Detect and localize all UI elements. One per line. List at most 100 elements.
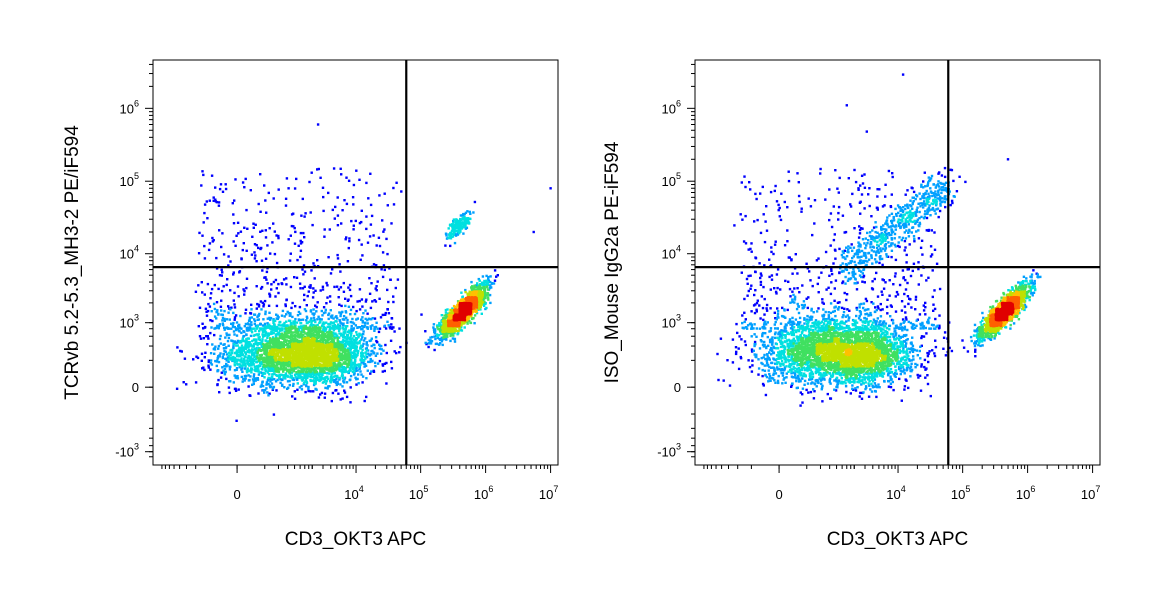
- event-dot: [246, 367, 249, 370]
- event-dot: [321, 381, 325, 384]
- event-dot: [476, 282, 479, 285]
- event-dot: [342, 380, 345, 383]
- event-dot: [383, 362, 387, 365]
- event-dot: [312, 383, 316, 387]
- event-dot: [461, 214, 464, 217]
- event-dot: [215, 364, 218, 368]
- event-dot: [308, 368, 311, 371]
- event-dot: [264, 257, 268, 260]
- event-dot: [381, 313, 384, 317]
- event-dot: [288, 314, 291, 317]
- event-dot: [294, 325, 297, 328]
- event-dot: [302, 337, 305, 340]
- event-dot: [322, 338, 325, 341]
- event-dot: [223, 319, 226, 322]
- event-dot: [349, 353, 353, 357]
- event-dot: [267, 191, 270, 195]
- event-dot: [339, 383, 342, 386]
- event-dot: [377, 330, 381, 334]
- event-dot: [355, 345, 358, 348]
- event-dot: [383, 268, 386, 272]
- event-dot: [212, 199, 215, 202]
- event-dot: [364, 357, 367, 360]
- event-dot: [272, 331, 275, 335]
- event-dot: [463, 217, 467, 221]
- event-dot: [350, 219, 353, 223]
- event-dot: [271, 349, 275, 352]
- event-dot: [482, 298, 485, 301]
- event-dot: [291, 368, 295, 371]
- event-dot: [263, 363, 266, 367]
- event-dot: [290, 224, 294, 228]
- event-dot: [268, 227, 271, 230]
- event-dot: [338, 376, 341, 380]
- event-dot: [357, 373, 360, 376]
- event-dot: [331, 325, 334, 328]
- event-dot: [316, 168, 319, 171]
- event-dot: [205, 310, 208, 313]
- event-dot: [246, 360, 249, 364]
- event-dot: [211, 343, 214, 346]
- event-dot: [446, 308, 449, 311]
- event-dot: [279, 362, 283, 365]
- event-dot: [451, 337, 455, 340]
- event-dot: [286, 343, 290, 346]
- event-dot: [445, 234, 448, 237]
- event-dot: [329, 300, 332, 303]
- event-dot: [437, 334, 440, 337]
- event-dot: [270, 283, 273, 286]
- event-dot: [332, 328, 336, 332]
- event-dot: [263, 345, 266, 349]
- event-dot: [286, 350, 290, 353]
- event-dot: [341, 310, 344, 314]
- event-dot: [432, 326, 435, 329]
- event-dot: [289, 330, 293, 334]
- event-dot: [309, 284, 312, 287]
- event-dot: [236, 350, 239, 353]
- event-dot: [210, 326, 213, 329]
- event-dot: [314, 327, 317, 330]
- event-dot: [359, 344, 363, 347]
- event-dot: [452, 330, 455, 333]
- event-dot: [361, 336, 364, 339]
- event-dot: [297, 372, 300, 375]
- event-dot: [252, 373, 256, 376]
- event-dot: [263, 184, 266, 187]
- event-dot: [350, 329, 353, 333]
- event-dot: [384, 313, 387, 316]
- event-dot: [349, 361, 352, 364]
- event-dot: [235, 376, 238, 380]
- event-dot: [203, 257, 207, 260]
- event-dot: [472, 289, 475, 292]
- event-dot: [317, 167, 320, 171]
- event-dot: [323, 338, 327, 342]
- event-dot: [226, 356, 230, 359]
- event-dot: [280, 373, 283, 376]
- event-dot: [312, 366, 316, 369]
- event-dot: [333, 368, 336, 371]
- event-dot: [450, 229, 454, 233]
- event-dot: [468, 319, 471, 323]
- event-dot: [304, 309, 308, 313]
- event-dot: [453, 226, 457, 229]
- event-dot: [472, 211, 475, 214]
- event-dot: [485, 279, 488, 282]
- event-dot: [460, 326, 463, 329]
- event-dot: [300, 334, 303, 337]
- event-dot: [298, 305, 302, 309]
- event-dot: [293, 321, 296, 324]
- event-dot: [323, 235, 326, 238]
- event-dot: [267, 376, 270, 380]
- event-dot: [233, 333, 236, 336]
- event-dot: [175, 387, 179, 390]
- event-dot: [268, 311, 271, 314]
- event-dot: [316, 123, 320, 126]
- event-dot: [192, 358, 195, 361]
- event-dot: [317, 332, 320, 336]
- event-dot: [349, 386, 352, 389]
- event-dot: [320, 330, 323, 334]
- event-dot: [478, 284, 481, 287]
- event-dot: [280, 329, 284, 332]
- event-dot: [276, 370, 279, 373]
- event-dot: [353, 369, 356, 372]
